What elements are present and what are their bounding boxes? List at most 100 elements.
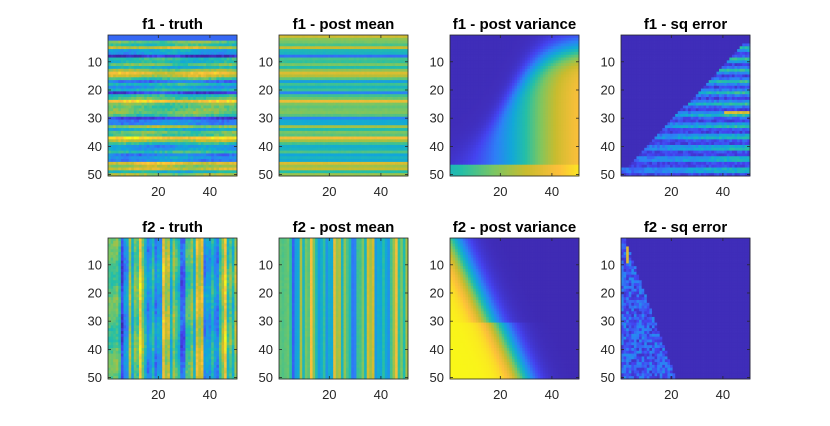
heatmap-cell	[146, 91, 150, 95]
heatmap-cell	[374, 46, 378, 50]
heatmap-cell	[353, 150, 357, 154]
heatmap-cell	[325, 139, 329, 143]
heatmap-cell	[400, 113, 404, 118]
heatmap-cell	[281, 57, 285, 61]
heatmap-cell	[221, 128, 225, 132]
heatmap-cell	[286, 99, 290, 104]
heatmap-cell	[353, 35, 357, 39]
heatmap-cell	[200, 167, 204, 171]
heatmap-cell	[333, 113, 337, 118]
heatmap-cell	[138, 159, 142, 163]
heatmap-cell	[333, 108, 337, 112]
heatmap-cell	[382, 66, 386, 70]
heatmap-cell	[340, 122, 344, 126]
heatmap-cell	[229, 68, 233, 73]
heatmap-cell	[187, 105, 191, 109]
heatmap-cell	[167, 173, 171, 177]
heatmap-cell	[299, 77, 303, 81]
heatmap-cell	[361, 122, 365, 126]
heatmap-cell	[182, 85, 186, 89]
heatmap-cell	[382, 60, 386, 64]
heatmap-cell	[387, 57, 391, 61]
heatmap-cell	[206, 97, 210, 101]
heatmap-cell	[338, 139, 342, 143]
heatmap-cell	[358, 113, 362, 118]
heatmap-cell	[231, 150, 235, 154]
heatmap-cell	[294, 66, 298, 70]
heatmap-cell	[190, 99, 194, 104]
heatmap-cell	[387, 170, 391, 174]
heatmap-cell	[353, 37, 357, 42]
heatmap-cell	[346, 91, 350, 95]
heatmap-cell	[123, 105, 127, 109]
heatmap-cell	[333, 88, 337, 92]
heatmap-cell	[229, 85, 233, 89]
heatmap-cell	[309, 63, 313, 67]
heatmap-cell	[286, 164, 290, 168]
heatmap-cell	[224, 60, 228, 64]
heatmap-cell	[379, 161, 383, 166]
heatmap-cell	[113, 108, 117, 112]
heatmap-cell	[353, 128, 357, 132]
heatmap-cell	[297, 161, 301, 166]
heatmap-cell	[164, 82, 168, 87]
heatmap-cell	[325, 116, 329, 120]
heatmap-cell	[177, 51, 181, 56]
heatmap-cell	[208, 49, 212, 53]
heatmap-cell	[358, 159, 362, 163]
heatmap-cell	[286, 130, 290, 135]
heatmap-cell	[218, 46, 222, 50]
heatmap-cell	[193, 85, 197, 89]
heatmap-cell	[371, 111, 375, 115]
heatmap-cell	[193, 150, 197, 154]
heatmap-cell	[279, 94, 282, 98]
heatmap-cell	[151, 142, 155, 146]
heatmap-cell	[182, 159, 186, 163]
heatmap-cell	[291, 80, 295, 84]
heatmap-cell	[136, 94, 140, 98]
heatmap-cell	[353, 170, 357, 174]
heatmap-cell	[200, 46, 204, 50]
heatmap-cell	[346, 85, 350, 89]
heatmap-cell	[185, 136, 189, 140]
heatmap-cell	[346, 77, 350, 81]
heatmap-cell	[226, 99, 230, 104]
heatmap-cell	[180, 82, 184, 87]
heatmap-cell	[320, 49, 324, 53]
heatmap-cell	[203, 147, 207, 152]
heatmap-cell	[113, 74, 117, 78]
heatmap-cell	[110, 57, 114, 61]
heatmap-cell	[338, 144, 342, 149]
heatmap-cell	[108, 77, 111, 81]
heatmap-cell	[356, 108, 360, 112]
heatmap-cell	[340, 40, 344, 44]
heatmap-cell	[353, 99, 357, 104]
heatmap-cell	[231, 77, 235, 81]
heatmap-cell	[118, 133, 122, 137]
heatmap-cell	[136, 71, 140, 75]
heatmap-cell	[395, 60, 399, 64]
heatmap-cell	[162, 108, 166, 112]
heatmap-cell	[309, 161, 313, 166]
heatmap-cell	[320, 147, 324, 152]
heatmap-cell	[397, 150, 401, 154]
heatmap-cell	[226, 173, 230, 177]
heatmap-cell	[387, 66, 391, 70]
heatmap-cell	[151, 128, 155, 132]
heatmap-cell	[167, 170, 171, 174]
heatmap-cell	[172, 156, 176, 160]
heatmap-cell	[208, 167, 212, 171]
heatmap-cell	[118, 97, 122, 101]
heatmap-cell	[221, 167, 225, 171]
heatmap-cell	[346, 71, 350, 75]
heatmap-cell	[389, 142, 393, 146]
heatmap-cell	[291, 57, 295, 61]
heatmap-cell	[164, 111, 168, 115]
heatmap-cell	[369, 35, 373, 39]
heatmap-cell	[138, 102, 142, 106]
heatmap-cell	[397, 60, 401, 64]
heatmap-cell	[231, 60, 235, 64]
heatmap-cell	[221, 63, 225, 67]
heatmap-cell	[320, 122, 324, 126]
heatmap-cell	[144, 54, 148, 58]
